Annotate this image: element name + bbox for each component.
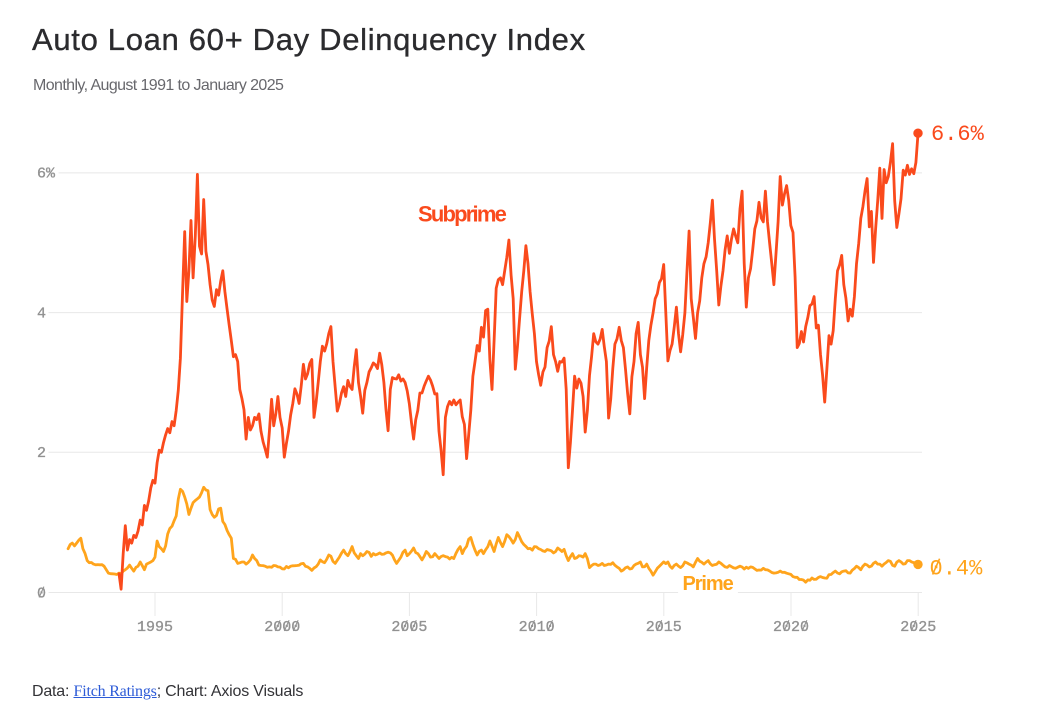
- svg-text:Prime: Prime: [683, 573, 734, 595]
- svg-text:0: 0: [37, 585, 46, 602]
- svg-text:2010: 2010: [519, 619, 555, 636]
- svg-text:2015: 2015: [646, 619, 682, 636]
- svg-text:0.4%: 0.4%: [930, 557, 984, 582]
- svg-text:2020: 2020: [773, 619, 809, 636]
- svg-text:1995: 1995: [137, 619, 173, 636]
- svg-text:2005: 2005: [391, 619, 427, 636]
- svg-text:2: 2: [37, 445, 46, 462]
- svg-text:2025: 2025: [900, 619, 936, 636]
- svg-text:6%: 6%: [37, 166, 56, 183]
- svg-text:6.6%: 6.6%: [931, 122, 985, 147]
- svg-text:2000: 2000: [264, 619, 300, 636]
- svg-text:Subprime: Subprime: [418, 202, 507, 227]
- svg-text:4: 4: [37, 305, 46, 322]
